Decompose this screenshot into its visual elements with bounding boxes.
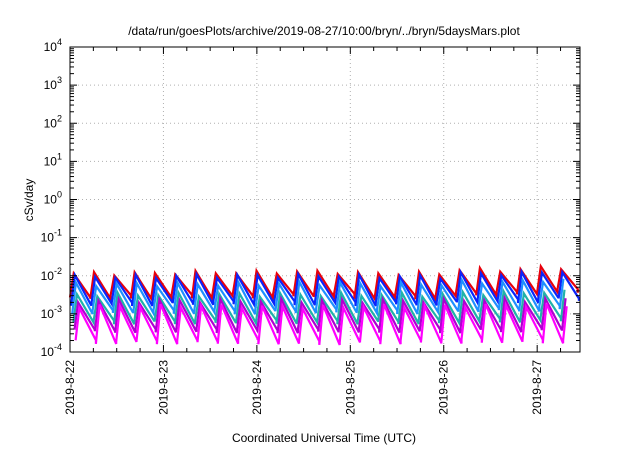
y-tick-label: 104 (44, 37, 62, 54)
y-tick-base: 10 (44, 116, 58, 130)
grid-lines (70, 47, 580, 352)
y-tick-base: 10 (41, 307, 55, 321)
y-tick-exponent: 1 (57, 151, 62, 161)
y-tick-label: 102 (44, 113, 62, 130)
x-tick-label: 2019-8-24 (250, 360, 264, 415)
series-line-2 (70, 268, 581, 309)
series-line-4 (72, 287, 566, 328)
x-tick-label: 2019-8-23 (156, 360, 170, 415)
y-tick-base: 10 (41, 345, 55, 359)
chart-title: /data/run/goesPlots/archive/2019-08-27/1… (128, 24, 520, 38)
y-tick-exponent: -4 (54, 342, 62, 352)
series-line-6 (74, 300, 568, 346)
series-line-1 (68, 263, 579, 304)
y-tick-label: 10-2 (41, 266, 62, 283)
y-tick-label: 101 (44, 151, 62, 168)
y-tick-exponent: 0 (57, 190, 62, 200)
y-tick-exponent: -1 (54, 228, 62, 238)
series-line-3 (71, 276, 565, 318)
x-axis-ticks: 2019-8-22 2019-8-23 2019-8-24 2019-8-25 2019… (63, 47, 562, 415)
y-tick-label: 10-3 (41, 304, 62, 321)
y-tick-base: 10 (44, 78, 58, 92)
y-tick-exponent: 3 (57, 75, 62, 85)
x-tick-label: 2019-8-27 (530, 360, 544, 415)
y-tick-label: 10-1 (41, 228, 62, 245)
y-tick-base: 10 (41, 269, 55, 283)
x-tick-label: 2019-8-22 (63, 360, 77, 415)
y-tick-base: 10 (44, 193, 58, 207)
series-line-5 (73, 294, 567, 334)
y-tick-label: 103 (44, 75, 62, 92)
y-tick-base: 10 (44, 40, 58, 54)
y-tick-exponent: 2 (57, 113, 62, 123)
y-axis-label: cSv/day (22, 179, 36, 222)
y-tick-base: 10 (41, 231, 55, 245)
y-tick-exponent: 4 (57, 37, 62, 47)
y-tick-label: 10-4 (41, 342, 62, 359)
y-tick-label: 100 (44, 190, 62, 207)
y-tick-base: 10 (44, 154, 58, 168)
y-tick-exponent: -3 (54, 304, 62, 314)
x-tick-label: 2019-8-25 (343, 360, 357, 415)
y-tick-exponent: -2 (54, 266, 62, 276)
x-tick-label: 2019-8-26 (437, 360, 451, 415)
x-axis-label: Coordinated Universal Time (UTC) (232, 431, 416, 445)
series-layer (68, 263, 581, 346)
